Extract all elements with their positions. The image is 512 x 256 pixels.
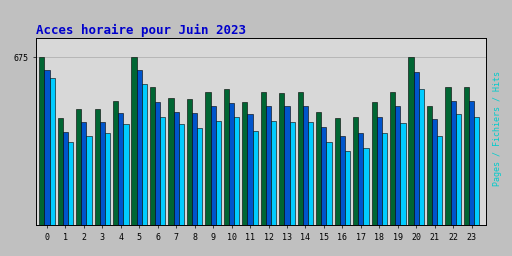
Bar xyxy=(76,109,81,225)
Bar xyxy=(345,151,350,225)
Bar xyxy=(252,131,258,225)
Bar xyxy=(303,106,308,225)
Bar xyxy=(353,117,358,225)
Bar xyxy=(456,114,461,225)
Bar xyxy=(261,92,266,225)
Bar xyxy=(316,112,322,225)
Bar xyxy=(377,117,382,225)
Bar xyxy=(437,136,442,225)
Bar xyxy=(174,112,179,225)
Bar xyxy=(266,106,271,225)
Bar xyxy=(118,113,123,225)
Bar xyxy=(160,117,165,225)
Bar xyxy=(187,99,192,225)
Bar xyxy=(81,122,87,225)
Bar xyxy=(474,117,479,225)
Bar xyxy=(197,128,202,225)
Bar xyxy=(414,72,419,225)
Bar xyxy=(168,98,174,225)
Bar xyxy=(464,87,469,225)
Bar xyxy=(335,118,340,225)
Bar xyxy=(229,103,234,225)
Bar xyxy=(105,133,110,225)
Bar xyxy=(284,106,290,225)
Bar xyxy=(451,101,456,225)
Bar xyxy=(445,87,451,225)
Bar xyxy=(322,127,327,225)
Bar xyxy=(63,132,68,225)
Text: Pages / Fichiers / Hits: Pages / Fichiers / Hits xyxy=(493,70,502,186)
Bar xyxy=(395,106,400,225)
Bar xyxy=(100,122,105,225)
Bar xyxy=(179,124,184,225)
Bar xyxy=(340,136,345,225)
Bar xyxy=(113,101,118,225)
Bar xyxy=(50,78,55,225)
Bar xyxy=(150,87,155,225)
Bar xyxy=(271,121,276,225)
Bar xyxy=(390,92,395,225)
Bar xyxy=(87,136,92,225)
Bar xyxy=(234,117,239,225)
Bar xyxy=(68,142,73,225)
Bar xyxy=(469,101,474,225)
Bar xyxy=(137,70,142,225)
Bar xyxy=(279,93,284,225)
Bar xyxy=(327,142,332,225)
Bar xyxy=(216,121,221,225)
Bar xyxy=(290,122,295,225)
Bar xyxy=(382,133,387,225)
Bar xyxy=(432,119,437,225)
Bar xyxy=(39,57,45,225)
Bar xyxy=(142,84,147,225)
Text: Acces horaire pour Juin 2023: Acces horaire pour Juin 2023 xyxy=(36,24,246,37)
Bar xyxy=(419,90,424,225)
Bar xyxy=(205,92,210,225)
Bar xyxy=(224,90,229,225)
Bar xyxy=(45,70,50,225)
Bar xyxy=(358,133,364,225)
Bar xyxy=(372,102,377,225)
Bar xyxy=(364,148,369,225)
Bar xyxy=(247,114,252,225)
Bar xyxy=(242,102,247,225)
Bar xyxy=(58,118,63,225)
Bar xyxy=(95,109,100,225)
Bar xyxy=(192,113,197,225)
Bar xyxy=(409,57,414,225)
Bar xyxy=(297,92,303,225)
Bar xyxy=(400,123,406,225)
Bar xyxy=(210,106,216,225)
Bar xyxy=(123,124,129,225)
Bar xyxy=(308,122,313,225)
Bar xyxy=(155,102,160,225)
Bar xyxy=(427,106,432,225)
Bar xyxy=(132,57,137,225)
